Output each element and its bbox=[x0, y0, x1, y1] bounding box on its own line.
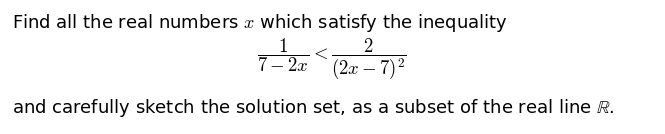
Text: Find all the real numbers $x$ which satisfy the inequality: Find all the real numbers $x$ which sati… bbox=[12, 12, 508, 34]
Text: and carefully sketch the solution set, as a subset of the real line $\mathbb{R}$: and carefully sketch the solution set, a… bbox=[12, 97, 614, 119]
Text: $\dfrac{1}{7-2x} < \dfrac{2}{(2x-7)^2}$: $\dfrac{1}{7-2x} < \dfrac{2}{(2x-7)^2}$ bbox=[257, 36, 407, 81]
